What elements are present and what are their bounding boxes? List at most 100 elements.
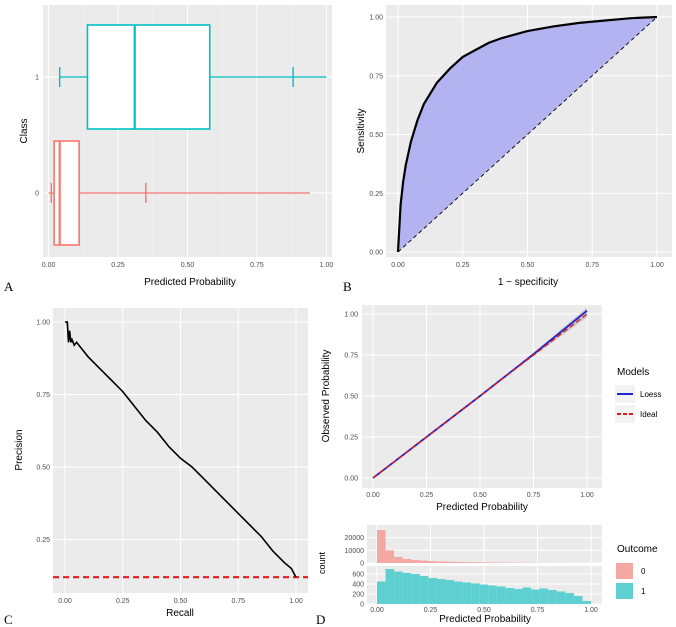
panel-d-hist1-bar — [377, 581, 386, 604]
panel-a-ytick-label: 0 — [35, 191, 39, 198]
panel-d-hist0-bar — [428, 561, 437, 563]
legend-outcome-1-key — [616, 583, 633, 599]
panel-b-roc: 0.00 0.25 0.50 0.75 1.00 0.00 0.25 0.50 0.75 1.00… — [343, 5, 672, 294]
panel-c-ytick-label: 0.75 — [36, 392, 50, 399]
panel-b-xtick-label: 1.00 — [650, 262, 664, 269]
panel-d-top-xtick-label: 0.75 — [527, 492, 541, 499]
panel-d-hist1-bar — [385, 569, 395, 604]
panel-d-hist1-bar — [496, 586, 506, 604]
panel-d-hist0-bar — [479, 562, 489, 563]
panel-a-boxes — [48, 24, 327, 246]
panel-d-hist1-bar — [522, 587, 532, 604]
panel-letter-a: A — [4, 279, 14, 294]
panel-d-hist1-bar — [513, 589, 523, 604]
legend-outcome: Outcome 0 1 — [616, 544, 658, 599]
panel-d-hist1-bar — [556, 591, 566, 604]
panel-d-hist1-bar — [471, 583, 480, 604]
panel-d-hist1-bar — [428, 578, 437, 604]
panel-d-hist0-bar — [462, 562, 472, 563]
panel-a-ticks: 0.00 0.25 0.50 0.75 1.00 0 1 — [35, 75, 333, 270]
panel-b-xlabel: 1 − specificity — [498, 277, 558, 288]
panel-a-xtick-label: 0.75 — [250, 262, 264, 269]
panel-d-hist1-bar — [505, 588, 514, 604]
panel-d-hist1-bar — [548, 590, 557, 604]
panel-d-hist0-bar — [436, 561, 446, 563]
panel-b-ticks: 0.00 0.25 0.50 0.75 1.00 0.00 0.25 0.50 0.75 1.00 — [369, 15, 664, 270]
panel-letter-c: C — [4, 612, 13, 627]
panel-d-top-xtick-label: 1.00 — [580, 492, 594, 499]
panel-a-ytick-label: 1 — [35, 75, 39, 82]
panel-d-hist1-bar — [419, 576, 429, 604]
panel-d-bottom-xtick-label: 0.00 — [370, 607, 384, 614]
panel-c-precision-recall: 0.00 0.25 0.50 0.75 1.00 0.25 0.50 0.75 1.00 Rec… — [4, 308, 308, 627]
panel-d-hist1-bar — [445, 580, 455, 604]
panel-a-xtick-label: 1.00 — [320, 262, 334, 269]
panel-c-ticks: 0.00 0.25 0.50 0.75 1.00 0.25 0.50 0.75 1.00 — [36, 320, 303, 606]
panel-d-hist0-bar — [402, 558, 412, 563]
panel-d-bottom-xlabel: Predicted Probability — [439, 614, 531, 625]
panel-d-hist1-bar — [539, 588, 549, 604]
panel-d-bottom-xtick-label: 0.75 — [531, 607, 545, 614]
panel-c-xtick-label: 0.50 — [174, 598, 188, 605]
panel-d-hist0-bar — [445, 561, 455, 563]
panel-a-ylabel: Class — [19, 118, 30, 143]
panel-d-histograms: 0 10000 20000 0 200 400 600 0.00 0.25 0.50 0.75 1.0… — [317, 525, 658, 625]
panel-d-hist1-bar — [462, 582, 472, 604]
panel-b-xtick-label: 0.25 — [456, 262, 470, 269]
panel-d-hist1-ytick-label: 0 — [360, 602, 364, 609]
panel-c-gridlines — [53, 308, 308, 593]
panel-d-hist1-bar — [436, 579, 446, 604]
panel-c-ytick-label: 1.00 — [36, 320, 50, 327]
panel-d-hist1-bar — [479, 584, 489, 604]
legend-ideal-label: Ideal — [640, 410, 658, 419]
panel-d-hist0-ytick-label: 0 — [360, 561, 364, 568]
panel-d-top-ytick-label: 0.00 — [344, 476, 358, 483]
panel-d-hist1-bar — [565, 593, 574, 604]
panel-d-hist1-ytick-label: 400 — [352, 582, 364, 589]
panel-b-ytick-label: 0.50 — [369, 132, 383, 139]
panel-d-top-xtick-label: 0.50 — [473, 492, 487, 499]
panel-d-bottom-bars — [377, 530, 591, 604]
panel-a-xtick-label: 0.50 — [181, 262, 195, 269]
panel-c-xtick-label: 0.25 — [116, 598, 130, 605]
panel-b-roc-line — [396, 15, 658, 253]
panel-c-xtick-label: 0.75 — [231, 598, 245, 605]
panel-c-pr-line — [65, 321, 297, 578]
panel-d-top-ticks: 0.00 0.25 0.50 0.75 1.00 0.00 0.25 0.50 0.75 1.00 — [344, 312, 594, 500]
panel-c-ytick-label: 0.25 — [36, 537, 50, 544]
panel-d-hist1-ytick-label: 600 — [352, 572, 364, 579]
panel-d-hist0-bar — [454, 561, 463, 563]
panel-d-hist1-ytick-label: 200 — [352, 592, 364, 599]
panel-d-top-xtick-label: 0.25 — [420, 492, 434, 499]
panel-c-xlabel: Recall — [166, 608, 194, 619]
panel-b-curve — [396, 15, 658, 253]
panel-d-hist1-bar — [411, 574, 420, 604]
panel-d-hist1-bar — [488, 585, 497, 604]
panel-a-xtick-label: 0.25 — [111, 262, 125, 269]
panel-d-bottom-ticks: 0 10000 20000 0 200 400 600 0.00 0.25 0.50 0.75 1.0… — [345, 535, 598, 614]
panel-letter-d: D — [316, 612, 325, 627]
panel-d-top-ytick-label: 0.75 — [344, 353, 358, 360]
panel-d-top-xtick-label: 0.00 — [366, 492, 380, 499]
panel-d-top-lines — [372, 307, 588, 479]
panel-d-hist0-bar — [377, 530, 386, 563]
panel-d-hist0-bar — [488, 562, 497, 563]
panel-c-curve — [53, 321, 308, 579]
panel-a-xlabel: Predicted Probability — [144, 277, 236, 288]
panel-b-xtick-label: 0.00 — [391, 262, 405, 269]
panel-d-top-ytick-label: 1.00 — [344, 312, 358, 319]
panel-d-bottom-xtick-label: 1.00 — [584, 607, 598, 614]
legend-outcome-1-label: 1 — [641, 587, 646, 596]
panel-d-hist1-bar — [573, 596, 583, 604]
panel-d-bottom-xtick-label: 0.50 — [477, 607, 491, 614]
panel-d-hist1-bar — [531, 589, 540, 604]
panel-d-hist1-bar — [454, 581, 463, 604]
panel-a-boxplot: 0.00 0.25 0.50 0.75 1.00 0 1 Predicted Probabi… — [4, 5, 333, 294]
panel-c-ytick-label: 0.50 — [36, 465, 50, 472]
panel-a-xtick-label: 0.00 — [42, 262, 56, 269]
panel-d-hist0-ytick-label: 20000 — [345, 535, 365, 542]
panel-d-hist0-bar — [471, 562, 480, 563]
panel-d-hist0-bar — [394, 556, 403, 563]
panel-d-top-gridlines — [362, 305, 602, 488]
